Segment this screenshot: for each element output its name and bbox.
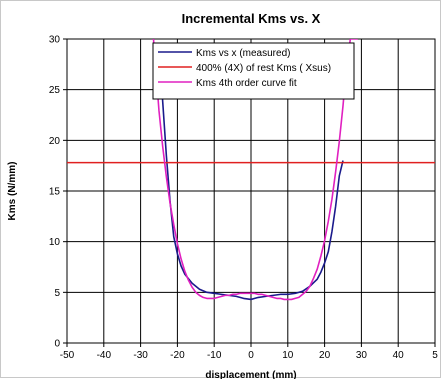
x-tick-label: 10 xyxy=(282,350,294,361)
chart-title: Incremental Kms vs. X xyxy=(182,11,321,26)
y-tick-label: 10 xyxy=(49,237,61,248)
x-tick-label: 5 xyxy=(432,350,438,361)
x-tick-label: -30 xyxy=(133,350,148,361)
series-curve-fit-line xyxy=(152,39,358,301)
y-tick-label: 5 xyxy=(54,288,60,299)
x-tick-label: 40 xyxy=(393,350,405,361)
y-tick-label: 20 xyxy=(49,136,61,147)
y-tick-label: 30 xyxy=(49,35,61,46)
series-group xyxy=(67,39,435,301)
x-tick-label: 0 xyxy=(248,350,254,361)
x-axis-label: displacement (mm) xyxy=(205,370,296,379)
legend-label-measured: Kms vs x (measured) xyxy=(196,48,290,59)
legend: Kms vs x (measured) 400% (4X) of rest Km… xyxy=(152,42,355,100)
x-tick-label: 20 xyxy=(319,350,331,361)
x-tick-label: -20 xyxy=(170,350,185,361)
x-tick-label: -50 xyxy=(60,350,75,361)
y-tick-label: 15 xyxy=(49,187,61,198)
series-measured-line xyxy=(158,47,344,301)
x-tick-label: -40 xyxy=(97,350,112,361)
y-axis-label: Kms (N/mm) xyxy=(7,162,18,221)
x-tick-label: 30 xyxy=(356,350,368,361)
legend-label-rest-kms: 400% (4X) of rest Kms ( Xsus) xyxy=(196,63,331,74)
y-tick-label: 0 xyxy=(54,339,60,350)
legend-label-curve-fit: Kms 4th order curve fit xyxy=(196,78,297,89)
y-tick-label: 25 xyxy=(49,85,61,96)
x-tick-label: -10 xyxy=(207,350,222,361)
